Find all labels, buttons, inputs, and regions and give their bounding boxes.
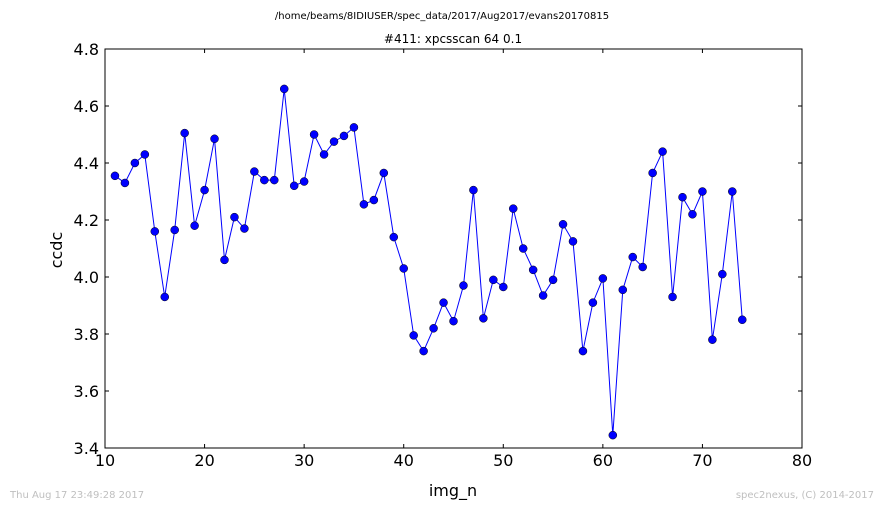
data-point (628, 252, 637, 262)
data-point (688, 210, 697, 219)
chart-title: #411: xpcsscan 64 0.1 (384, 32, 522, 46)
data-point (738, 315, 747, 324)
data-point (459, 281, 468, 290)
x-tick-label: 60 (593, 451, 613, 470)
y-tick-label: 3.6 (74, 382, 99, 401)
data-point (270, 175, 279, 185)
data-point (170, 225, 179, 235)
data-point (698, 187, 707, 196)
data-point (210, 134, 219, 144)
x-tick-label: 50 (493, 451, 513, 470)
data-point (449, 316, 458, 326)
data-point (489, 275, 498, 285)
data-point (120, 178, 130, 188)
data-point (678, 192, 687, 202)
y-axis-label: ccdc (47, 232, 66, 269)
data-point (180, 128, 189, 138)
y-tick-label: 4.0 (74, 268, 99, 287)
data-point (140, 150, 150, 159)
data-point (190, 221, 199, 230)
data-point (658, 147, 667, 156)
x-tick-label: 40 (394, 451, 414, 470)
data-point (279, 84, 289, 94)
x-tick-label: 30 (294, 451, 314, 470)
ticks-layer: 10 20 30 40 50 60 70 80 3.4 3.6 3.8 4.0 4.2 4.4 4.6 4.8 (74, 40, 813, 470)
data-point (130, 158, 140, 168)
suptitle: /home/beams/8IDIUSER/spec_data/2017/Aug2… (275, 11, 609, 22)
data-point (598, 274, 608, 283)
data-point (160, 292, 169, 302)
y-tick-label: 4.8 (74, 40, 99, 59)
plot-frame (104, 48, 803, 449)
x-tick-label: 20 (194, 451, 214, 470)
data-point (728, 187, 737, 196)
data-point (538, 291, 548, 300)
footer-credit: spec2nexus, (C) 2014-2017 (736, 490, 874, 501)
y-tick-label: 4.6 (74, 97, 99, 116)
series-layer (110, 84, 747, 440)
data-point (289, 181, 299, 191)
data-point (429, 324, 438, 333)
y-tick-label: 4.4 (74, 154, 99, 173)
data-point (608, 430, 618, 440)
data-point (439, 298, 448, 307)
data-point (499, 282, 508, 292)
data-point (319, 150, 329, 159)
data-point (200, 185, 209, 195)
data-point (638, 262, 647, 272)
data-point (718, 269, 727, 279)
data-point (618, 285, 628, 295)
data-point (389, 232, 399, 242)
data-point (469, 185, 478, 195)
data-point (548, 275, 558, 285)
data-point (150, 227, 160, 236)
data-point (588, 298, 598, 307)
data-point (409, 331, 418, 340)
data-point (110, 171, 120, 181)
data-point (250, 167, 259, 176)
data-point (708, 335, 717, 344)
y-tick-label: 3.8 (74, 325, 99, 344)
data-point (668, 292, 677, 302)
y-tick-label: 4.2 (74, 211, 99, 230)
data-point (329, 137, 339, 146)
data-point (369, 195, 379, 205)
data-point (230, 212, 239, 222)
series-line (114, 88, 743, 436)
data-point (568, 237, 578, 246)
data-point (359, 200, 369, 209)
x-tick-label: 70 (692, 451, 712, 470)
data-point (260, 175, 269, 185)
data-point (528, 265, 538, 275)
data-point (419, 346, 428, 356)
data-point (240, 224, 249, 233)
data-point (399, 264, 408, 273)
data-point (508, 204, 518, 213)
data-point (349, 123, 359, 132)
x-tick-label: 80 (792, 451, 812, 470)
x-tick-label: 10 (95, 451, 115, 470)
footer-timestamp: Thu Aug 17 23:49:28 2017 (9, 490, 144, 501)
data-point (479, 314, 488, 323)
data-point (518, 244, 528, 253)
data-point (578, 346, 588, 356)
data-point (379, 168, 389, 178)
plot-area: 10 20 30 40 50 60 70 80 3.4 3.6 3.8 4.0 4.2 4.4 4.6 4.8 (74, 40, 813, 470)
data-point (648, 168, 657, 178)
y-tick-label: 3.4 (74, 439, 99, 458)
data-point (309, 130, 319, 139)
data-point (339, 131, 349, 141)
data-point (299, 177, 309, 186)
x-axis-label: img_n (429, 481, 477, 501)
data-point (220, 255, 229, 265)
data-point (558, 220, 568, 229)
